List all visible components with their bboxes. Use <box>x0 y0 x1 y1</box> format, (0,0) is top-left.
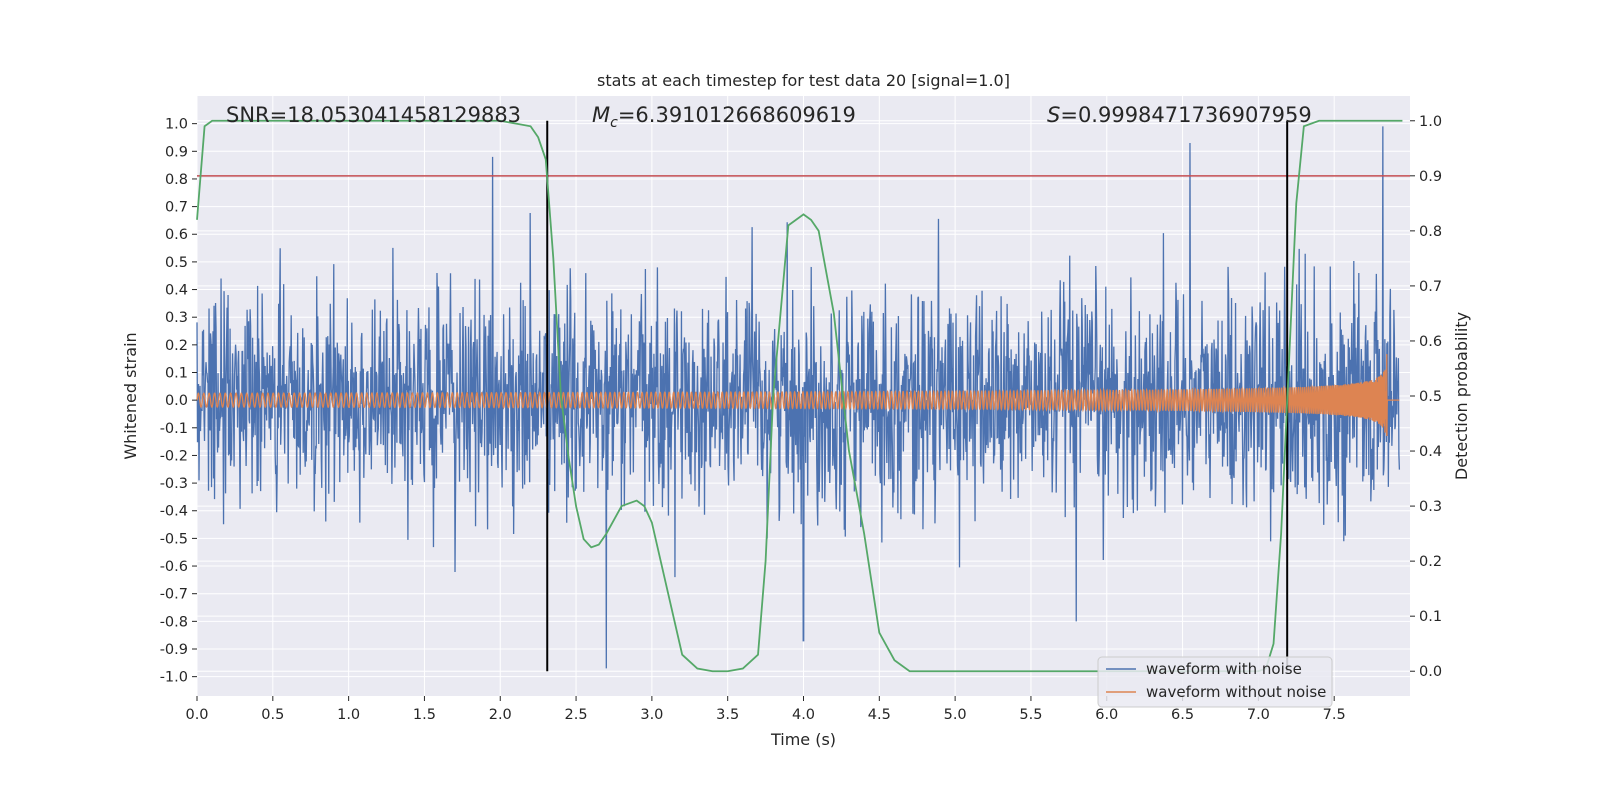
x-tick-label: 3.5 <box>716 707 739 723</box>
y-tick-label-left: 1.0 <box>165 117 188 133</box>
y-tick-label-left: -0.4 <box>160 504 188 520</box>
y-tick-label-left: -1.0 <box>160 670 188 686</box>
s-symbol: S <box>1047 103 1060 127</box>
x-tick-label: 7.0 <box>1247 707 1270 723</box>
y-tick-label-right: 0.0 <box>1419 664 1442 680</box>
score-annotation: S=0.9998471736907959 <box>1047 103 1312 127</box>
y-tick-label-right: 0.9 <box>1419 169 1442 185</box>
x-tick-label: 6.5 <box>1171 707 1194 723</box>
legend-label-noise: waveform with noise <box>1146 660 1302 678</box>
y-tick-label-right: 1.0 <box>1419 114 1442 130</box>
y-tick-label-left: 0.3 <box>165 310 188 326</box>
x-tick-label: 1.5 <box>413 707 436 723</box>
y-tick-label-right: 0.8 <box>1419 224 1442 240</box>
x-tick-label: 5.5 <box>1019 707 1042 723</box>
y-tick-label-right: 0.5 <box>1419 389 1442 405</box>
x-tick-label: 0.5 <box>261 707 284 723</box>
y-tick-label-left: -0.1 <box>160 421 188 437</box>
legend-label-clean: waveform without noise <box>1146 683 1326 701</box>
mc-value: =6.391012668609619 <box>618 103 856 127</box>
y-tick-label-left: -0.7 <box>160 587 188 603</box>
y-tick-label-left: -0.3 <box>160 476 188 492</box>
y-tick-label-left: 0.5 <box>165 255 188 271</box>
clean-waveform-line <box>196 354 1400 436</box>
x-tick-label: 2.0 <box>489 707 512 723</box>
x-tick-label: 3.0 <box>640 707 663 723</box>
x-tick-label: 0.0 <box>185 707 208 723</box>
y-tick-label-right: 0.3 <box>1419 499 1442 515</box>
chirp-mass-annotation: Mc=6.391012668609619 <box>592 103 856 131</box>
y-tick-label-left: 0.1 <box>165 365 188 381</box>
snr-prefix: SNR= <box>226 103 287 127</box>
x-tick-label: 2.5 <box>565 707 588 723</box>
y-tick-label-left: 0.6 <box>165 227 188 243</box>
x-tick-label: 7.5 <box>1323 707 1346 723</box>
y-tick-label-left: 0.9 <box>165 144 188 160</box>
x-tick-label: 1.0 <box>337 707 360 723</box>
legend: waveform with noise waveform without noi… <box>1097 656 1333 708</box>
noise-series-layer <box>196 126 1401 669</box>
y-tick-label-left: 0.8 <box>165 172 188 188</box>
chart-title: stats at each timestep for test data 20 … <box>597 71 1010 90</box>
y-tick-label-left: 0.7 <box>165 200 188 216</box>
y-tick-label-right: 0.6 <box>1419 334 1442 350</box>
legend-box <box>1097 656 1333 708</box>
x-tick-label: 4.0 <box>792 707 815 723</box>
x-tick-label: 6.0 <box>1095 707 1118 723</box>
y-tick-label-left: 0.4 <box>165 283 188 299</box>
x-tick-label: 4.5 <box>868 707 891 723</box>
y-tick-label-left: -0.8 <box>160 614 188 630</box>
s-value: =0.9998471736907959 <box>1060 103 1311 127</box>
y-tick-label-left: 0.0 <box>165 393 188 409</box>
clean-series-layer <box>196 354 1400 436</box>
y-tick-label-right: 0.7 <box>1419 279 1442 295</box>
noise-waveform-line <box>196 126 1401 669</box>
mc-subscript: c <box>610 115 618 131</box>
y-tick-label-left: -0.6 <box>160 559 188 575</box>
y-tick-label-right: 0.4 <box>1419 444 1442 460</box>
y-axis-label-right: Detection probability <box>1452 312 1471 480</box>
y-tick-label-left: 0.2 <box>165 338 188 354</box>
y-tick-label-left: -0.5 <box>160 531 188 547</box>
x-tick-label: 5.0 <box>944 707 967 723</box>
y-tick-label-right: 0.2 <box>1419 554 1442 570</box>
snr-value: 18.053041458129883 <box>287 103 521 127</box>
snr-annotation: SNR=18.053041458129883 <box>226 103 521 127</box>
y-tick-label-left: -0.9 <box>160 642 188 658</box>
y-tick-label-right: 0.1 <box>1419 609 1442 625</box>
y-tick-label-left: -0.2 <box>160 448 188 464</box>
x-axis-label: Time (s) <box>770 730 836 749</box>
mc-symbol: M <box>592 103 610 127</box>
y-axis-label-left: Whitened strain <box>121 332 140 459</box>
